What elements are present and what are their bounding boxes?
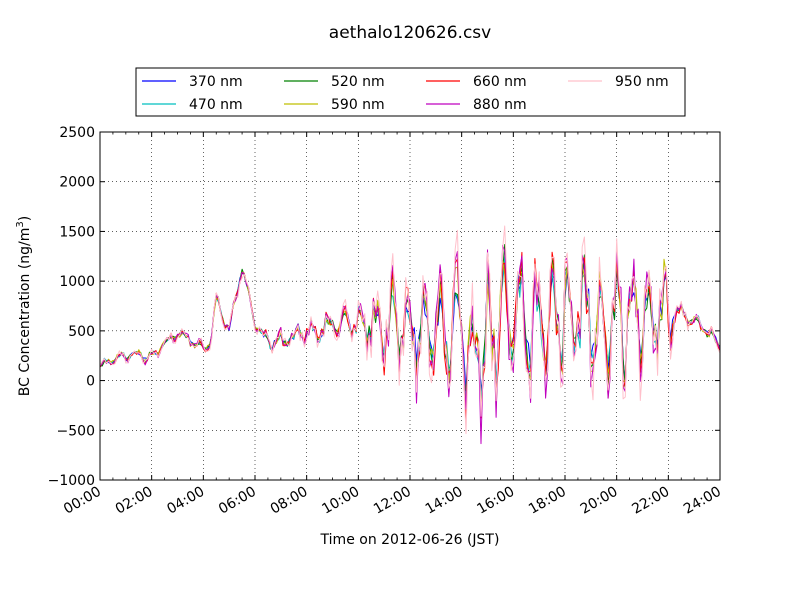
y-axis-title: BC Concentration (ng/m3)	[15, 216, 33, 397]
legend-label: 370 nm	[189, 74, 243, 90]
y-tick-label: 1000	[59, 274, 95, 290]
y-tick-label: −1000	[48, 473, 95, 489]
y-axis-title-text: BC Concentration (ng/m	[17, 228, 33, 397]
plot-area	[99, 131, 721, 481]
y-axis-title-sup: 3	[15, 221, 26, 227]
plot-frame	[99, 131, 721, 481]
legend-label: 950 nm	[615, 74, 669, 90]
y-tick-label: 500	[68, 324, 95, 340]
y-axis-title-close: )	[17, 216, 33, 221]
y-tick-label: 1500	[59, 224, 95, 240]
legend-label: 660 nm	[473, 74, 527, 90]
legend-label: 470 nm	[189, 97, 243, 113]
legend-label: 590 nm	[331, 97, 385, 113]
y-tick-label: 0	[86, 374, 95, 390]
chart-title: aethalo120626.csv	[329, 23, 491, 43]
legend-items: 370 nm 470 nm 520 nm 590 nm 660 nm 880 nm 950 …	[142, 74, 669, 113]
y-tick-label: −500	[57, 423, 95, 439]
legend-label: 520 nm	[331, 74, 385, 90]
grid-lines	[100, 132, 720, 480]
y-tick-label: 2000	[59, 175, 95, 191]
y-axis-tick-labels: −1000 −500 0 500 1000 1500 2000 2500	[48, 125, 95, 489]
legend-box	[135, 67, 686, 117]
series-lines	[100, 225, 720, 445]
legend-label: 880 nm	[473, 97, 527, 113]
x-axis-title: Time on 2012-06-26 (JST)	[320, 532, 500, 548]
legend: 370 nm 470 nm 520 nm 590 nm 660 nm 880 nm 950 …	[135, 67, 686, 117]
series-line-950-nm	[100, 225, 720, 435]
y-tick-label: 2500	[59, 125, 95, 141]
